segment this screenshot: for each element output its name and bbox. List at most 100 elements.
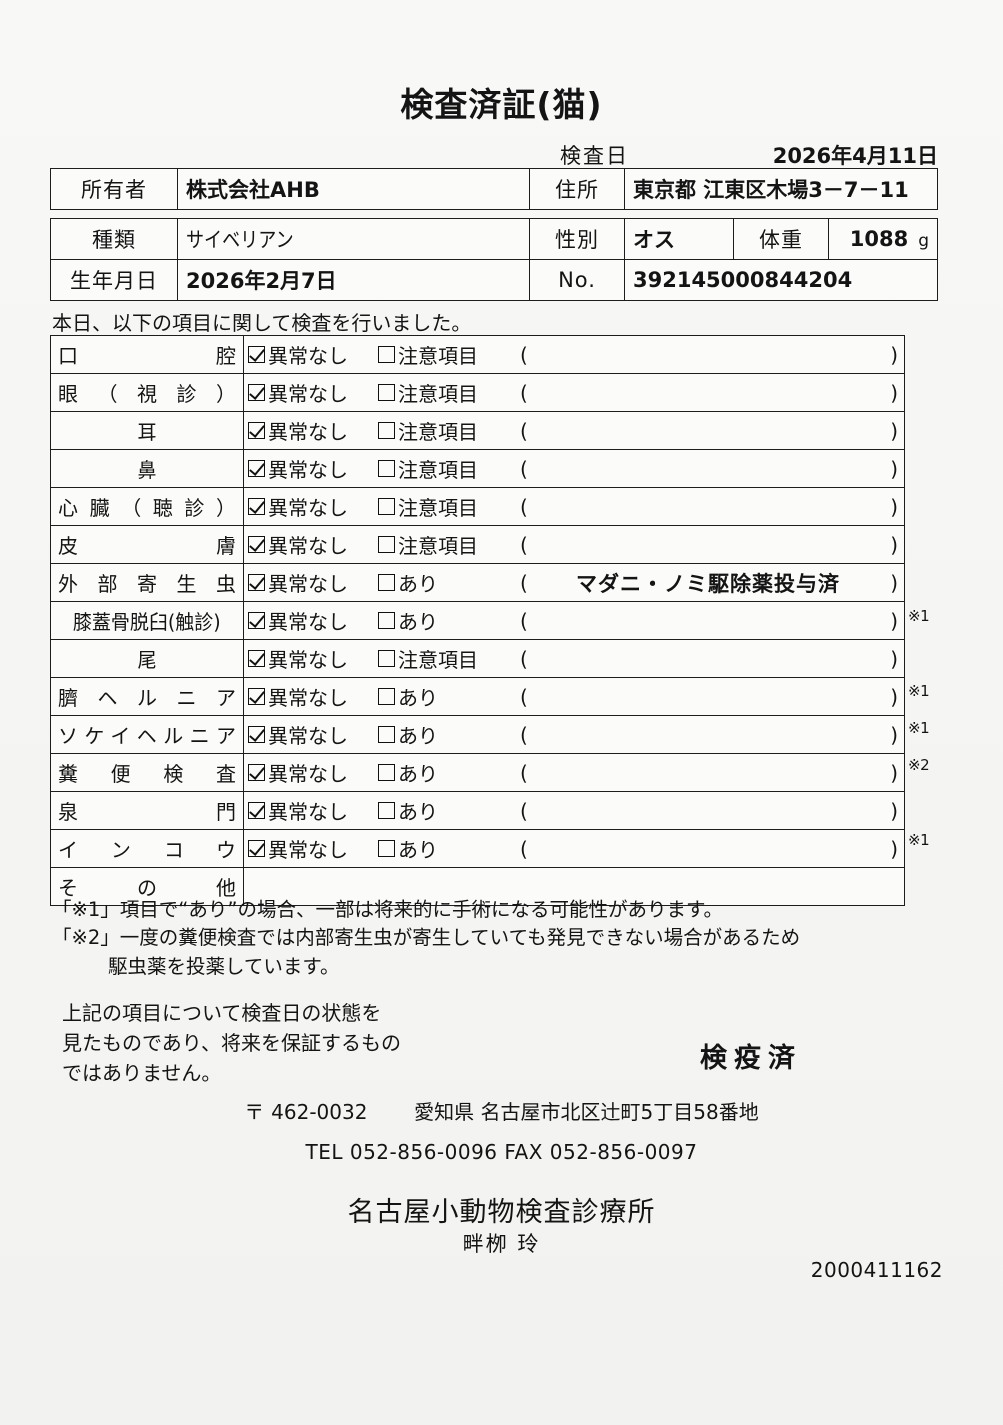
note-paren-close: ) xyxy=(890,342,898,367)
checkbox-normal-label: 異常なし xyxy=(268,648,348,672)
checkbox-secondary[interactable]: あり xyxy=(378,720,518,749)
checkbox-icon xyxy=(248,764,265,781)
checkbox-normal[interactable]: 異常なし xyxy=(248,796,378,825)
note-paren-open: ( xyxy=(520,836,528,861)
note-paren-open: ( xyxy=(520,532,528,557)
other-note-field[interactable] xyxy=(243,867,905,906)
checklist-row: 外部寄生虫 異常なし あり (マダニ・ノミ駆除薬投与済) xyxy=(50,563,905,602)
note-paren-open: ( xyxy=(520,798,528,823)
checkbox-normal[interactable]: 異常なし xyxy=(248,492,378,521)
checklist-item-options: 異常なし あり () xyxy=(243,715,905,754)
checkbox-secondary[interactable]: 注意項目 xyxy=(378,530,518,559)
checkbox-normal-label: 異常なし xyxy=(268,762,348,786)
owner-label: 所有者 xyxy=(50,168,178,210)
note-paren-close: ) xyxy=(890,570,898,595)
checkbox-secondary[interactable]: あり xyxy=(378,606,518,635)
checklist-item-options: 異常なし あり () xyxy=(243,677,905,716)
table-row: 生年月日 2026年2月7日 No. 392145000844204 xyxy=(50,259,938,301)
veterinarian-name: 畔栁 玲 xyxy=(462,1232,541,1256)
note-field[interactable]: マダニ・ノミ駆除薬投与済 xyxy=(576,571,840,596)
disclaimer-line-1: 上記の項目について検査日の状態を xyxy=(62,1001,382,1025)
address-value: 東京都 江東区木場3－7－11 xyxy=(624,168,938,210)
checkbox-secondary[interactable]: 注意項目 xyxy=(378,416,518,445)
checkbox-normal[interactable]: 異常なし xyxy=(248,454,378,483)
checkbox-normal-label: 異常なし xyxy=(268,800,348,824)
checkbox-normal[interactable]: 異常なし xyxy=(248,416,378,445)
checkbox-icon xyxy=(378,498,395,515)
checkbox-normal[interactable]: 異常なし xyxy=(248,758,378,787)
checkbox-secondary-label: 注意項目 xyxy=(398,458,478,482)
checkbox-secondary[interactable]: あり xyxy=(378,568,518,597)
checkbox-icon xyxy=(378,574,395,591)
clinic-address-line: 〒 462-0032 愛知県 名古屋市北区辻町5丁目58番地 xyxy=(0,1096,1003,1125)
checkbox-normal[interactable]: 異常なし xyxy=(248,530,378,559)
note-paren-open: ( xyxy=(520,456,528,481)
clinic-address: 愛知県 名古屋市北区辻町5丁目58番地 xyxy=(414,1100,759,1124)
note-paren-open: ( xyxy=(520,608,528,633)
checkbox-icon xyxy=(248,574,265,591)
checklist-item-options: 異常なし 注意項目 () xyxy=(243,335,905,374)
checkbox-secondary[interactable]: 注意項目 xyxy=(378,454,518,483)
note-paren-open: ( xyxy=(520,760,528,785)
checklist-item-label: 心臓（聴診） xyxy=(50,487,244,526)
checkbox-normal[interactable]: 異常なし xyxy=(248,682,378,711)
checklist-row: 口腔 異常なし 注意項目 () xyxy=(50,335,905,374)
clinic-name: 名古屋小動物検査診療所 xyxy=(347,1197,656,1228)
note-paren-open: ( xyxy=(520,494,528,519)
checklist-item-options: 異常なし 注意項目 () xyxy=(243,373,905,412)
checklist-item-options: 異常なし 注意項目 () xyxy=(243,449,905,488)
checkbox-normal[interactable]: 異常なし xyxy=(248,720,378,749)
footnote-1: 「※1」項目で“あり”の場合、一部は将来的に手術になる可能性があります。 xyxy=(52,898,724,921)
note-paren-close: ) xyxy=(890,760,898,785)
table-row: 所有者 株式会社AHB 住所 東京都 江東区木場3－7－11 xyxy=(50,168,938,210)
checkbox-secondary[interactable]: あり xyxy=(378,682,518,711)
checkbox-icon xyxy=(378,726,395,743)
checkbox-normal-label: 異常なし xyxy=(268,838,348,862)
postal-mark: 〒 xyxy=(244,1100,265,1124)
checkbox-normal[interactable]: 異常なし xyxy=(248,340,378,369)
checklist-row: 臍ヘルニア 異常なし あり () xyxy=(50,677,905,716)
checkbox-secondary[interactable]: あり xyxy=(378,758,518,787)
checklist-row-other: その他 xyxy=(50,867,905,906)
checkbox-secondary-label: 注意項目 xyxy=(398,382,478,406)
checkbox-icon xyxy=(248,346,265,363)
checkbox-icon xyxy=(378,840,395,857)
checkbox-icon xyxy=(378,384,395,401)
disclaimer-line-2: 見たものであり、将来を保証するもの xyxy=(62,1031,401,1055)
asterisk-marker: ※1 xyxy=(908,681,930,700)
checkbox-normal[interactable]: 異常なし xyxy=(248,606,378,635)
asterisk-marker: ※1 xyxy=(908,830,930,849)
checkbox-normal[interactable]: 異常なし xyxy=(248,644,378,673)
checkbox-secondary[interactable]: 注意項目 xyxy=(378,644,518,673)
asterisk-marker: ※1 xyxy=(908,719,930,737)
clinic-telfax: TEL 052-856-0096 FAX 052-856-0097 xyxy=(305,1140,698,1164)
checkbox-normal[interactable]: 異常なし xyxy=(248,834,378,863)
microchip-no-value: 392145000844204 xyxy=(624,259,938,301)
note-paren-open: ( xyxy=(520,646,528,671)
checkbox-secondary[interactable]: あり xyxy=(378,834,518,863)
checkbox-secondary-label: 注意項目 xyxy=(398,534,478,558)
checkbox-secondary[interactable]: 注意項目 xyxy=(378,492,518,521)
note-paren-open: ( xyxy=(520,684,528,709)
checkbox-normal[interactable]: 異常なし xyxy=(248,378,378,407)
checklist-row: 尾異常なし 注意項目 () xyxy=(50,639,905,678)
checklist-item-label: 口腔 xyxy=(50,335,244,374)
checklist-item-label: 鼻 xyxy=(50,449,244,488)
checklist-item-options: 異常なし あり () xyxy=(243,601,905,640)
microchip-no-label: No. xyxy=(529,259,625,301)
checklist-item-label: インコウ xyxy=(50,829,244,868)
checkbox-icon xyxy=(378,650,395,667)
checkbox-normal-label: 異常なし xyxy=(268,458,348,482)
checklist-item-options: 異常なし 注意項目 () xyxy=(243,487,905,526)
checkbox-secondary[interactable]: あり xyxy=(378,796,518,825)
checkbox-normal[interactable]: 異常なし xyxy=(248,568,378,597)
note-paren-open: ( xyxy=(520,380,528,405)
checkbox-secondary[interactable]: 注意項目 xyxy=(378,340,518,369)
checkbox-icon xyxy=(378,764,395,781)
checklist-item-options: 異常なし あり () xyxy=(243,753,905,792)
checkbox-icon xyxy=(378,536,395,553)
checkbox-secondary[interactable]: 注意項目 xyxy=(378,378,518,407)
checkbox-icon xyxy=(378,460,395,477)
checkbox-icon xyxy=(378,346,395,363)
